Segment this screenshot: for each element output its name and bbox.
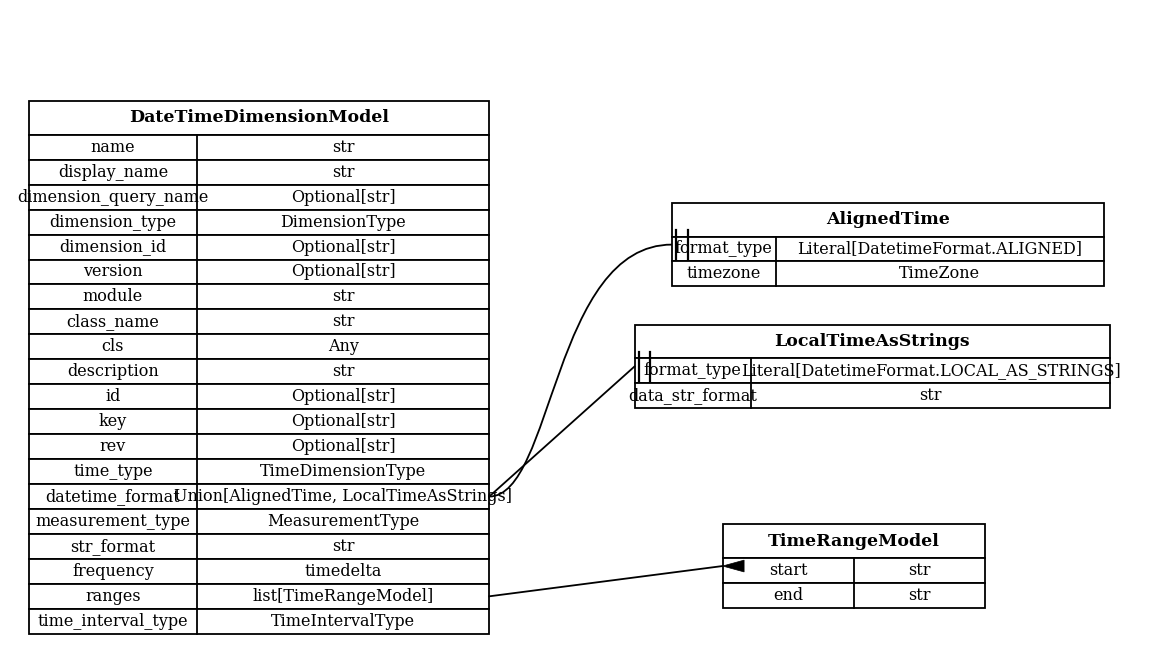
Text: dimension_id: dimension_id <box>59 238 166 255</box>
Bar <box>29 284 489 310</box>
Text: TimeRangeModel: TimeRangeModel <box>768 533 940 550</box>
Text: measurement_type: measurement_type <box>36 513 191 530</box>
Text: datetime_format: datetime_format <box>45 488 180 505</box>
Text: Optional[str]: Optional[str] <box>291 388 395 405</box>
Text: cls: cls <box>102 338 124 355</box>
Bar <box>29 135 489 160</box>
Text: rev: rev <box>99 438 126 455</box>
Text: str: str <box>332 139 355 156</box>
Bar <box>29 434 489 459</box>
Bar <box>29 359 489 384</box>
Bar <box>29 309 489 334</box>
Text: AlignedTime: AlignedTime <box>825 211 950 228</box>
Bar <box>672 237 1104 261</box>
Text: Any: Any <box>327 338 358 355</box>
Bar <box>29 410 489 434</box>
Polygon shape <box>722 560 744 572</box>
Bar <box>722 558 985 583</box>
Text: frequency: frequency <box>72 563 154 580</box>
Bar <box>672 261 1104 286</box>
Bar <box>29 459 489 484</box>
Text: TimeIntervalType: TimeIntervalType <box>271 613 415 630</box>
Text: Optional[str]: Optional[str] <box>291 264 395 281</box>
Text: id: id <box>105 388 120 405</box>
Text: display_name: display_name <box>58 164 168 181</box>
Bar <box>29 210 489 235</box>
Bar <box>635 358 1110 383</box>
Text: version: version <box>83 264 143 281</box>
Text: time_type: time_type <box>73 463 153 480</box>
Text: module: module <box>83 288 143 305</box>
Text: Union[AlignedTime, LocalTimeAsStrings]: Union[AlignedTime, LocalTimeAsStrings] <box>175 488 512 505</box>
Text: name: name <box>90 139 135 156</box>
Bar <box>722 524 985 558</box>
Text: TimeZone: TimeZone <box>899 266 980 283</box>
Bar <box>29 260 489 284</box>
Text: format_type: format_type <box>675 240 772 257</box>
Text: start: start <box>769 562 807 579</box>
Text: Literal[DatetimeFormat.LOCAL_AS_STRINGS]: Literal[DatetimeFormat.LOCAL_AS_STRINGS] <box>741 362 1120 379</box>
Bar <box>29 384 489 410</box>
Bar <box>29 509 489 534</box>
Bar <box>29 160 489 185</box>
Text: ranges: ranges <box>86 588 141 605</box>
Text: str: str <box>919 388 942 404</box>
Text: DateTimeDimensionModel: DateTimeDimensionModel <box>129 110 390 126</box>
Text: str: str <box>332 288 355 305</box>
Text: data_str_format: data_str_format <box>629 388 757 404</box>
Bar <box>29 235 489 260</box>
Bar <box>29 534 489 559</box>
Text: Optional[str]: Optional[str] <box>291 413 395 430</box>
Text: dimension_type: dimension_type <box>50 214 177 231</box>
Text: str: str <box>332 364 355 380</box>
Bar <box>29 609 489 634</box>
Text: str: str <box>332 538 355 555</box>
Bar <box>29 185 489 209</box>
Text: timedelta: timedelta <box>304 563 381 580</box>
Text: Literal[DatetimeFormat.ALIGNED]: Literal[DatetimeFormat.ALIGNED] <box>798 240 1082 257</box>
Text: str: str <box>332 164 355 181</box>
Text: LocalTimeAsStrings: LocalTimeAsStrings <box>775 333 970 350</box>
Text: dimension_query_name: dimension_query_name <box>17 189 209 205</box>
Text: time_interval_type: time_interval_type <box>38 613 188 630</box>
Text: str: str <box>907 562 931 579</box>
Text: MeasurementType: MeasurementType <box>267 513 420 530</box>
Bar <box>672 203 1104 237</box>
Text: TimeDimensionType: TimeDimensionType <box>260 463 427 480</box>
Text: list[TimeRangeModel]: list[TimeRangeModel] <box>252 588 434 605</box>
Text: str: str <box>332 314 355 330</box>
Bar <box>29 584 489 609</box>
Text: Optional[str]: Optional[str] <box>291 238 395 255</box>
Text: description: description <box>67 364 158 380</box>
Text: DimensionType: DimensionType <box>280 214 406 231</box>
Text: Optional[str]: Optional[str] <box>291 189 395 205</box>
Text: key: key <box>99 413 127 430</box>
Text: str: str <box>907 587 931 604</box>
Bar <box>29 334 489 359</box>
Text: Optional[str]: Optional[str] <box>291 438 395 455</box>
Text: end: end <box>773 587 803 604</box>
Text: class_name: class_name <box>67 314 160 330</box>
Bar <box>29 484 489 509</box>
Text: format_type: format_type <box>644 362 742 379</box>
Bar <box>635 325 1110 358</box>
Text: str_format: str_format <box>71 538 156 555</box>
Text: timezone: timezone <box>687 266 761 283</box>
Bar <box>29 559 489 584</box>
Bar <box>635 384 1110 408</box>
Bar <box>722 583 985 608</box>
Bar <box>29 101 489 135</box>
